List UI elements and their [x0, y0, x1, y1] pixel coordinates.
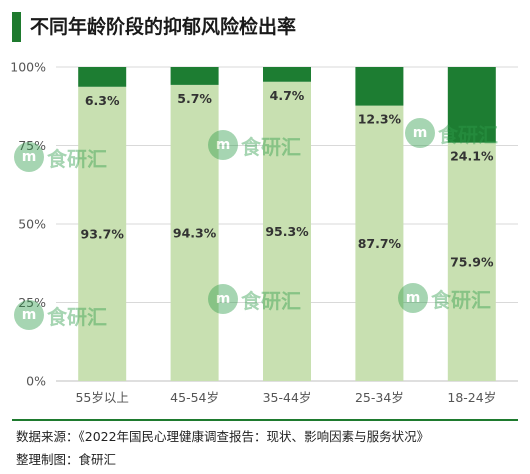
x-tick-label: 18-24岁 [447, 390, 496, 405]
bar-segment-no-risk [355, 105, 404, 381]
x-tick-label: 35-44岁 [263, 390, 312, 405]
y-tick-label: 50% [18, 217, 46, 232]
data-source: 数据来源：《2022年国民心理健康调查报告：现状、影响因素与服务状况》 [16, 429, 430, 444]
bar-segment-risk [170, 67, 219, 85]
footer-divider [12, 419, 518, 421]
bar-segment-no-risk [78, 86, 127, 382]
y-tick-label: 100% [10, 60, 46, 75]
data-label-no-risk: 94.3% [173, 225, 217, 240]
x-tick-label: 25-34岁 [355, 390, 404, 405]
title-accent-bar [12, 12, 21, 42]
bar-segment-risk [263, 67, 311, 82]
data-label-no-risk: 95.3% [265, 224, 309, 239]
bar-segment-no-risk [170, 84, 219, 381]
y-tick-label: 75% [18, 138, 46, 153]
x-tick-label: 55岁以上 [75, 390, 128, 405]
bar-segment-risk [355, 67, 404, 106]
data-label-no-risk: 87.7% [358, 236, 402, 251]
data-label-risk: 24.1% [450, 149, 494, 164]
stacked-bar-chart: 0% 25% 50% 75% 100% 93.7% 6.3% 55岁以上 94.3% 5.7% 45… [10, 60, 518, 405]
data-label-risk: 12.3% [358, 112, 402, 127]
bar-segment-no-risk [263, 81, 311, 382]
data-label-risk: 4.7% [270, 88, 305, 103]
chart-maker: 整理制图：食研汇 [16, 452, 117, 467]
data-label-risk: 6.3% [85, 93, 120, 108]
data-label-risk: 5.7% [177, 91, 212, 106]
y-tick-label: 0% [26, 374, 46, 389]
y-tick-label: 25% [18, 295, 46, 310]
data-label-no-risk: 93.7% [81, 226, 125, 241]
bar-segment-no-risk [447, 142, 496, 381]
x-tick-label: 45-54岁 [170, 390, 219, 405]
chart-title: 不同年龄阶段的抑郁风险检出率 [30, 16, 297, 38]
bar-segment-risk [447, 67, 496, 143]
data-label-no-risk: 75.9% [450, 254, 494, 269]
bar-segment-risk [78, 67, 127, 87]
